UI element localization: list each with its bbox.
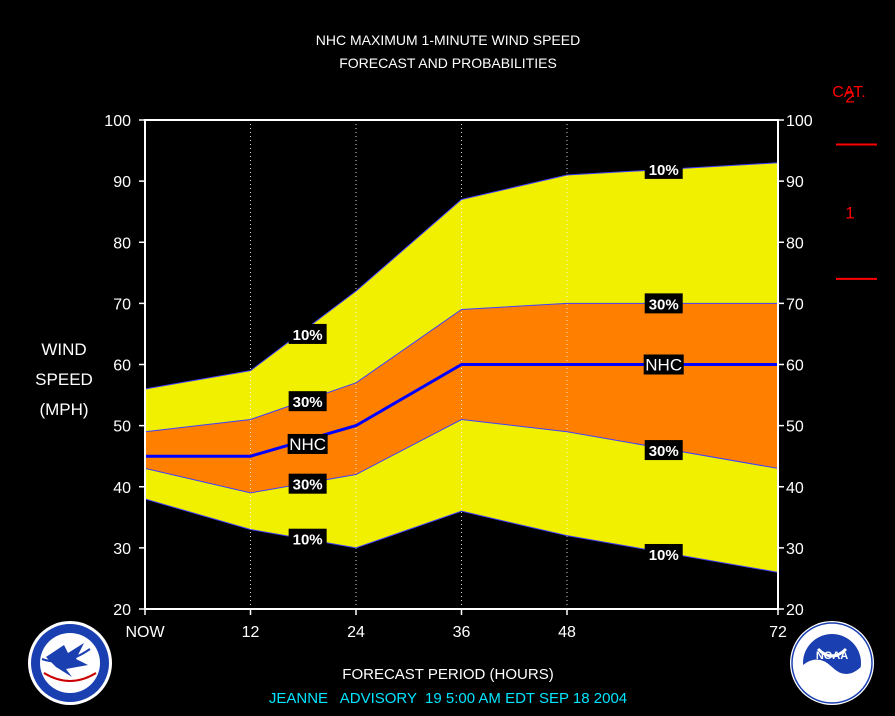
advisory-footer: JEANNE ADVISORY 19 5:00 AM EDT SEP 18 20… (269, 690, 627, 707)
band-label-text: 10% (293, 327, 323, 344)
y-tick-label-right: 30 (786, 541, 804, 558)
band-label-background (644, 293, 683, 314)
band-label-background (644, 543, 683, 564)
chart-title: NHC MAXIMUM 1-MINUTE WIND SPEED (316, 32, 580, 48)
band-label-text: NHC (289, 435, 326, 454)
y-tick-label-right: 40 (786, 480, 804, 497)
band-label: 30% (644, 440, 683, 461)
band-label-text: 10% (649, 547, 679, 564)
band-label-background (643, 354, 684, 375)
x-axis-label: FORECAST PERIOD (HOURS) (342, 666, 553, 683)
y-tick-label-left: 40 (113, 480, 131, 497)
y-tick-label-left: 80 (113, 235, 131, 252)
band-label-text: 30% (649, 296, 679, 313)
category-label: 1 (845, 204, 854, 223)
y-tick-label-right: 80 (786, 235, 804, 252)
band-label: 10% (644, 543, 683, 564)
band-label-text: 10% (649, 162, 679, 179)
band-label-background (644, 440, 683, 461)
y-tick-label-left: 100 (104, 113, 131, 130)
band-label-text: 30% (293, 394, 323, 411)
x-tick-label: 12 (242, 624, 260, 641)
y-axis-label-line-3: (MPH) (39, 400, 88, 419)
probability-line (144, 498, 779, 573)
noaa-logo: NOAA (790, 621, 874, 705)
band-label: NHC (287, 433, 328, 454)
x-tick-label: 36 (453, 624, 471, 641)
band-label-background (288, 528, 327, 549)
x-tick-label: NOW (125, 624, 165, 641)
y-tick-label-right: 60 (786, 358, 804, 375)
probability-line (144, 418, 779, 494)
band-label: 30% (288, 473, 327, 494)
band-label-background (288, 391, 327, 412)
band-label-background (644, 158, 683, 179)
band-label-background (288, 473, 327, 494)
x-tick-label: 48 (558, 624, 576, 641)
x-tick-label: 24 (347, 624, 365, 641)
y-tick-label-left: 30 (113, 541, 131, 558)
y-tick-label-left: 90 (113, 174, 131, 191)
y-tick-label-left: 70 (113, 296, 131, 313)
band-label: 10% (288, 323, 327, 344)
band-label: 10% (644, 158, 683, 179)
y-tick-label-right: 100 (786, 113, 813, 130)
band-label-text: NHC (645, 356, 682, 375)
probability-line (144, 162, 779, 390)
band-label: 30% (288, 391, 327, 412)
y-tick-label-right: 20 (786, 602, 804, 619)
y-tick-label-left: 60 (113, 358, 131, 375)
band-label-background (288, 323, 327, 344)
y-tick-label-right: 90 (786, 174, 804, 191)
category-title: CAT. (832, 84, 865, 101)
probability-line (144, 302, 778, 433)
band-label: 30% (644, 293, 683, 314)
band-label-text: 30% (293, 477, 323, 494)
band-label: NHC (643, 354, 684, 375)
y-tick-label-right: 50 (786, 419, 804, 436)
y-tick-label-left: 20 (113, 602, 131, 619)
nws-logo (28, 621, 112, 705)
band-label-text: 30% (649, 443, 679, 460)
band-label-text: 10% (293, 532, 323, 549)
chart-subtitle: FORECAST AND PROBABILITIES (339, 55, 557, 71)
noaa-logo-text: NOAA (816, 650, 848, 662)
x-tick-label: 72 (769, 624, 787, 641)
band-label: 10% (288, 528, 327, 549)
plot-area: 20 20 30 30 40 40 50 50 60 60 70 70 80 80 90 90 100 100 NO… (104, 88, 877, 641)
y-tick-label-left: 50 (113, 419, 131, 436)
y-tick-label-right: 70 (786, 296, 804, 313)
y-axis-label-line-2: SPEED (35, 370, 93, 389)
category-label: 2 (845, 88, 854, 107)
nhc-forecast-line (145, 363, 778, 458)
band-label-background (287, 433, 328, 454)
y-axis-label-line-1: WIND (41, 340, 86, 359)
